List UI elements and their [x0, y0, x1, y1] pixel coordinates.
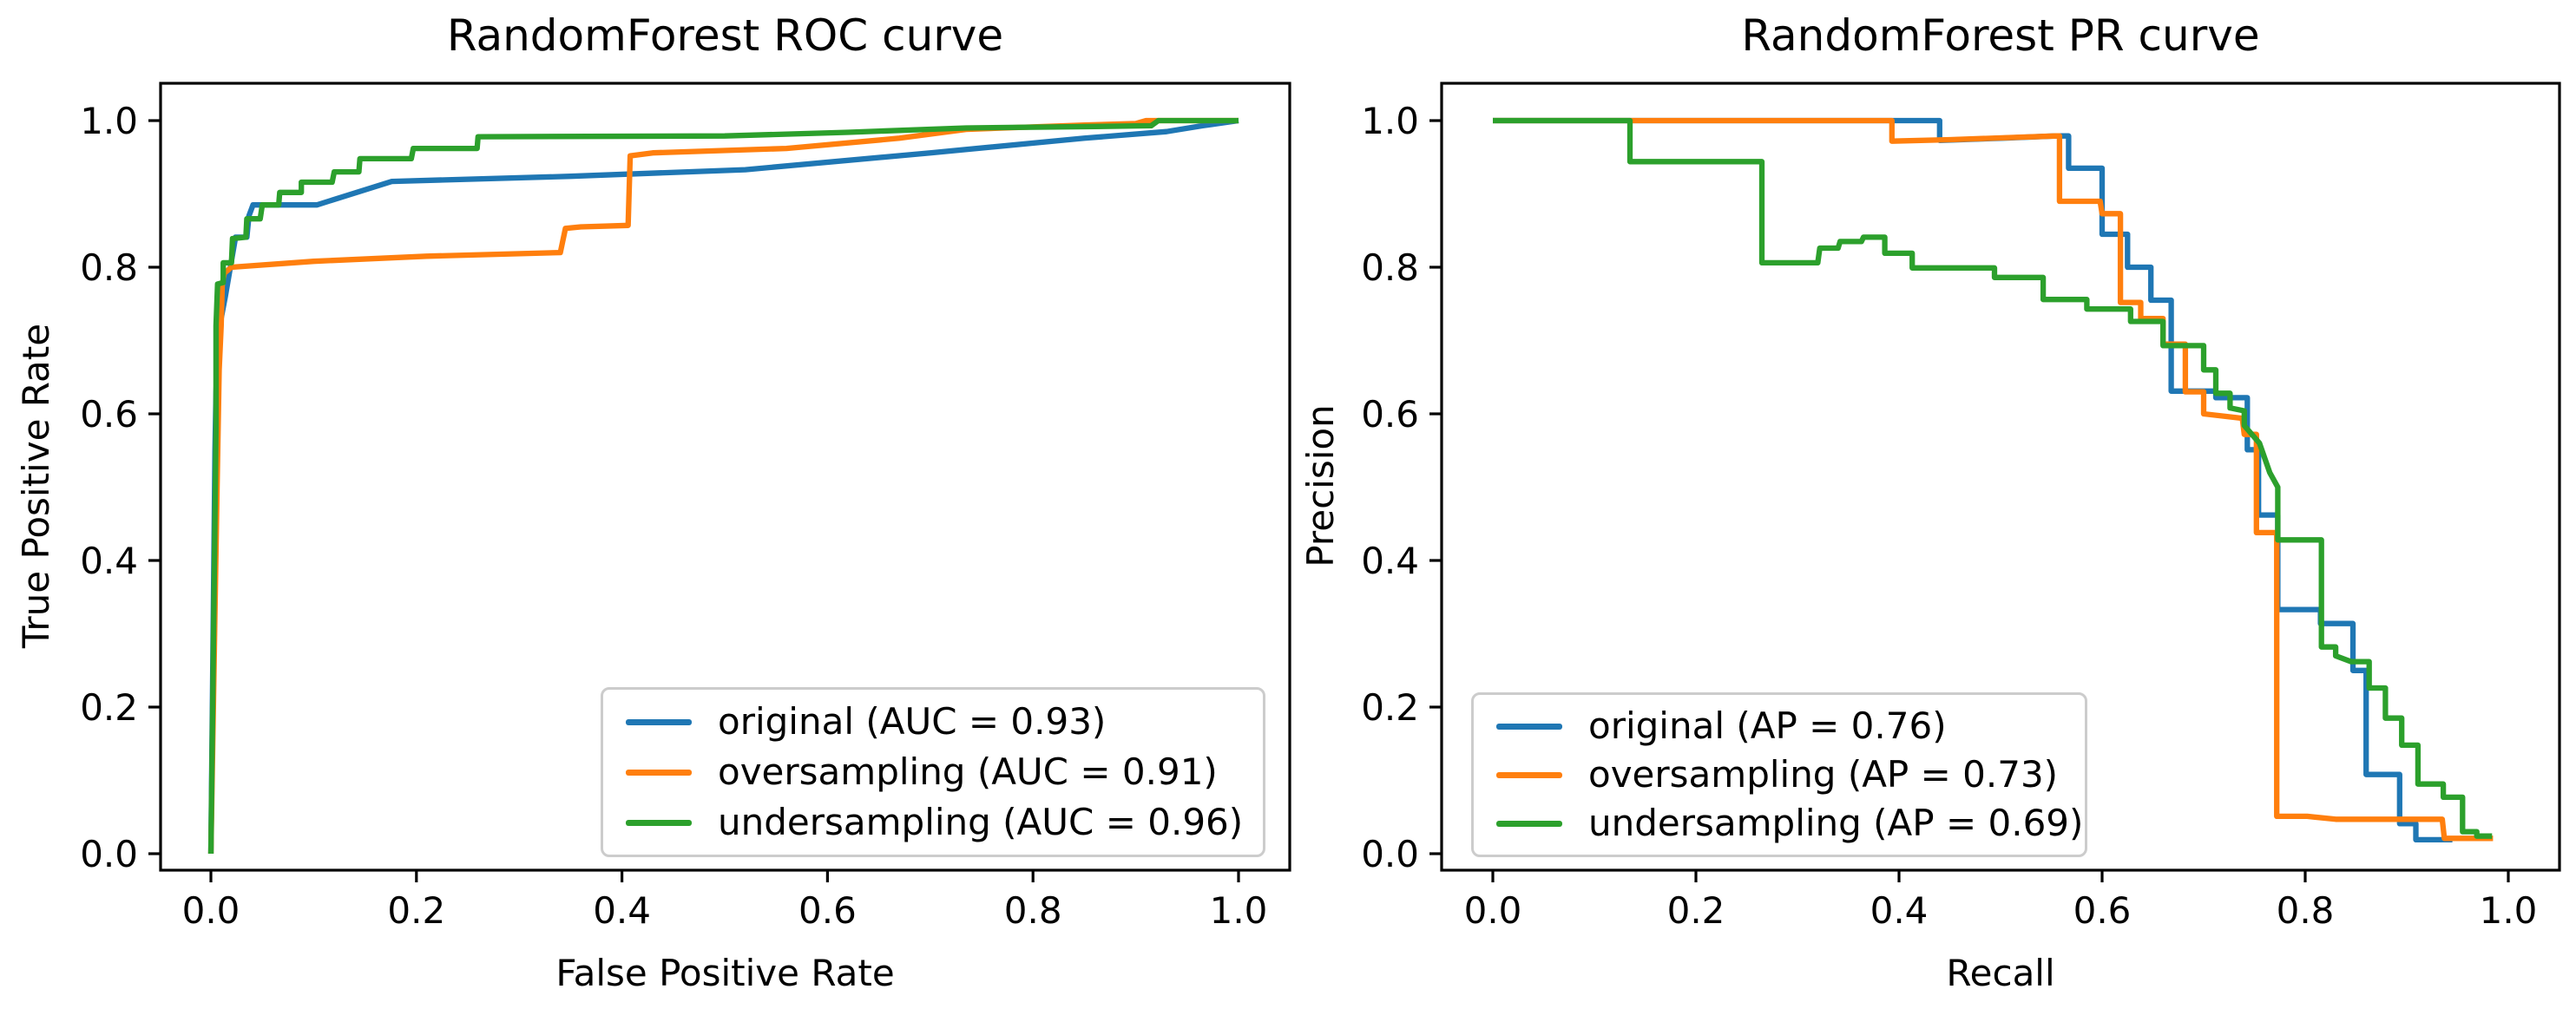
- legend-label: original (AP = 0.76): [1588, 704, 1947, 747]
- x-tick-label: 0.4: [1870, 889, 1929, 932]
- roc-legend: original (AUC = 0.93) oversampling (AUC …: [601, 687, 1265, 857]
- oversampling-line-swatch: [626, 769, 692, 776]
- undersampling-line-swatch: [1496, 820, 1562, 827]
- roc-y-axis-label: True Positive Rate: [15, 323, 57, 649]
- legend-row: undersampling (AP = 0.69): [1474, 801, 2085, 846]
- x-tick-label: 0.8: [1004, 889, 1062, 932]
- y-tick-label: 0.6: [80, 393, 138, 436]
- legend-row: oversampling (AUC = 0.91): [603, 750, 1263, 795]
- roc-x-axis-label: False Positive Rate: [555, 952, 895, 994]
- undersampling-curve: [1493, 117, 2493, 839]
- oversampling-line-swatch: [1496, 771, 1562, 778]
- y-tick-label: 1.0: [1361, 100, 1419, 142]
- legend-row: oversampling (AP = 0.73): [1474, 752, 2085, 797]
- x-tick-label: 1.0: [1210, 889, 1268, 932]
- x-tick-label: 0.4: [593, 889, 651, 932]
- y-tick-label: 0.0: [80, 833, 138, 875]
- y-tick-label: 0.4: [80, 540, 138, 582]
- y-tick-label: 0.0: [1361, 833, 1419, 875]
- y-tick-label: 0.6: [1361, 393, 1419, 436]
- x-tick-label: 0.2: [1667, 889, 1725, 932]
- x-tick-label: 0.0: [182, 889, 240, 932]
- pr-x-axis-label: Recall: [1946, 952, 2055, 994]
- legend-label: undersampling (AUC = 0.96): [718, 801, 1244, 843]
- x-tick-label: 0.6: [798, 889, 857, 932]
- x-tick-label: 0.8: [2277, 889, 2335, 932]
- x-tick-label: 0.6: [2073, 889, 2132, 932]
- pr-y-axis-label: Precision: [1299, 404, 1342, 567]
- x-tick-label: 1.0: [2480, 889, 2538, 932]
- pr-legend: original (AP = 0.76) oversampling (AP = …: [1471, 692, 2087, 857]
- legend-row: original (AUC = 0.93): [603, 699, 1263, 744]
- legend-row: original (AP = 0.76): [1474, 704, 2085, 749]
- y-tick-label: 1.0: [80, 100, 138, 142]
- legend-label: original (AUC = 0.93): [718, 700, 1107, 743]
- x-tick-label: 0.0: [1464, 889, 1522, 932]
- original-line-swatch: [1496, 723, 1562, 730]
- pr-chart-title: RandomForest PR curve: [1741, 10, 2260, 61]
- roc-chart-title: RandomForest ROC curve: [446, 10, 1004, 61]
- x-tick-label: 0.2: [387, 889, 445, 932]
- original-line-swatch: [626, 718, 692, 725]
- legend-label: undersampling (AP = 0.69): [1588, 802, 2084, 844]
- undersampling-line-swatch: [626, 819, 692, 826]
- legend-label: oversampling (AUC = 0.91): [718, 750, 1218, 793]
- y-tick-label: 0.2: [1361, 686, 1419, 729]
- legend-row: undersampling (AUC = 0.96): [603, 800, 1263, 845]
- legend-label: oversampling (AP = 0.73): [1588, 753, 2059, 796]
- axes-spines: [1440, 82, 2561, 872]
- y-tick-label: 0.8: [80, 246, 138, 289]
- y-tick-label: 0.2: [80, 686, 138, 729]
- y-tick-label: 0.4: [1361, 540, 1419, 582]
- axes-spines: [159, 82, 1291, 872]
- y-tick-label: 0.8: [1361, 246, 1419, 289]
- undersampling-curve: [207, 117, 1239, 855]
